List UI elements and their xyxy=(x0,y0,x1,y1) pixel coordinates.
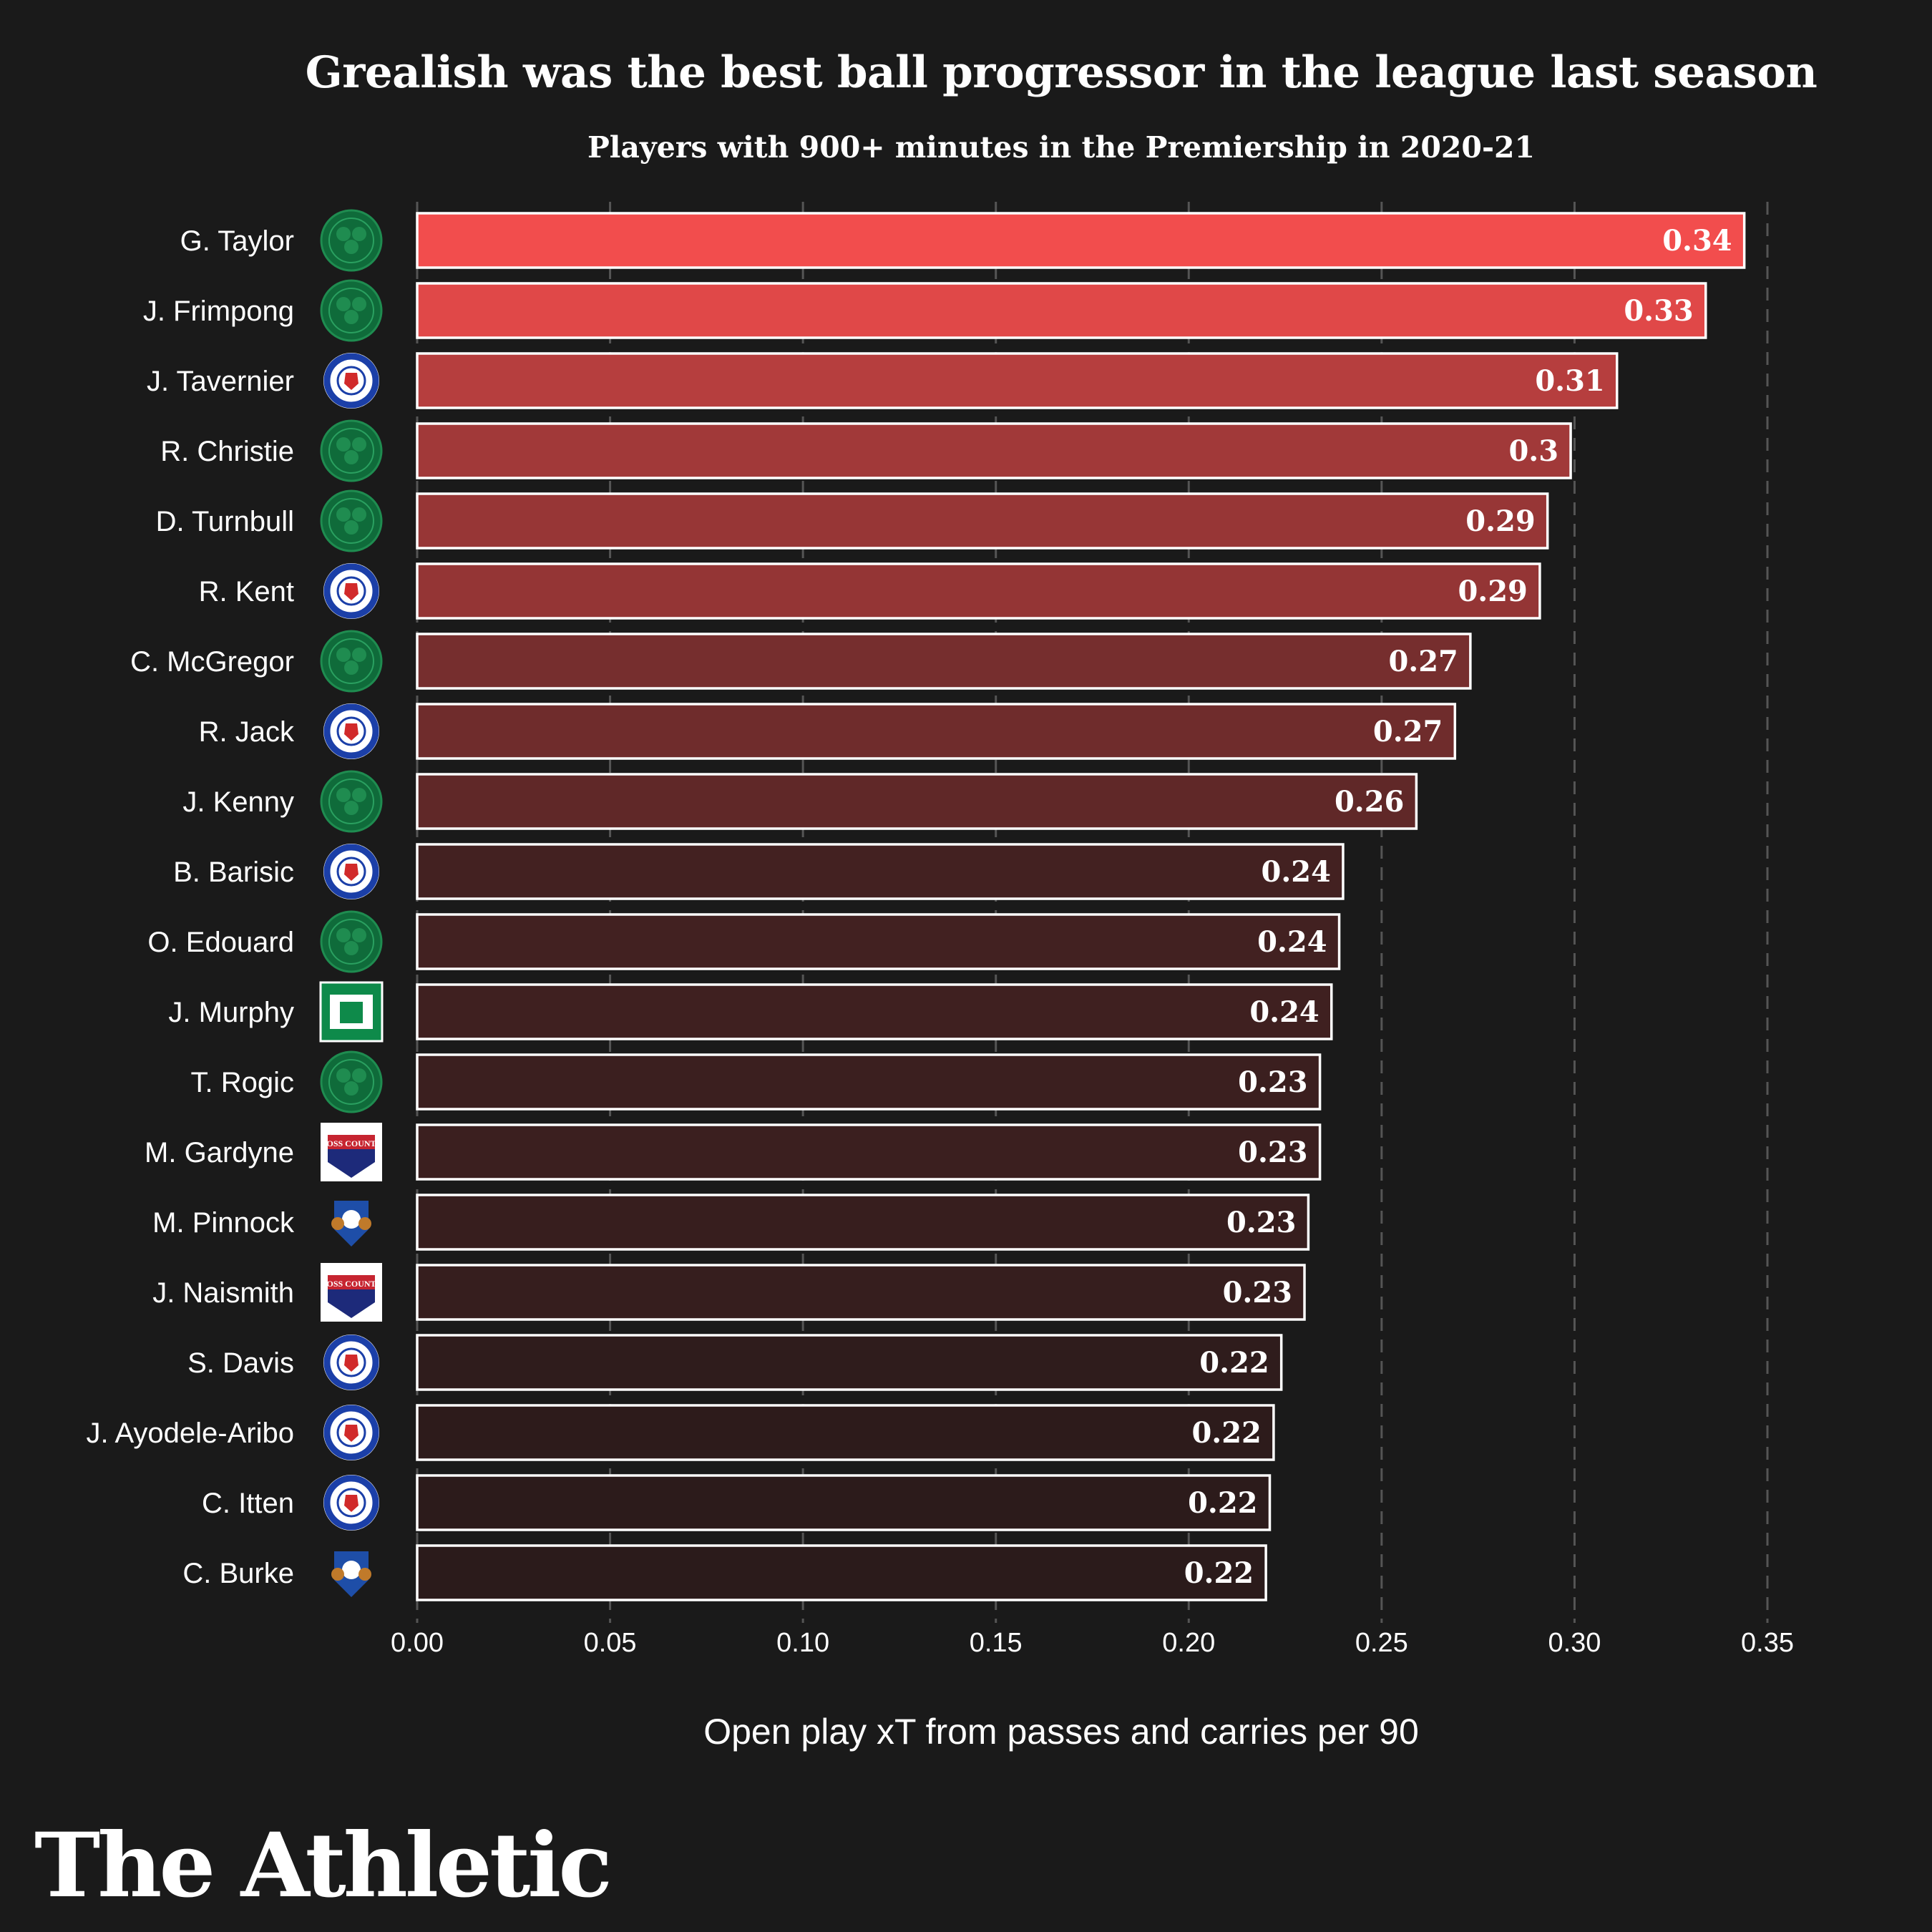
bar-value-label: 0.27 xyxy=(1373,715,1443,748)
bar xyxy=(416,633,1472,690)
chart-title: Grealish was the best ball progressor in… xyxy=(305,47,1818,98)
rangers-crest-icon xyxy=(323,1475,379,1531)
bar xyxy=(416,352,1619,409)
player-name-label: M. Gardyne xyxy=(145,1137,294,1169)
player-name-label: R. Kent xyxy=(199,576,294,608)
player-name-label: J. Tavernier xyxy=(147,366,294,397)
bar xyxy=(416,1404,1275,1461)
bar-value-label: 0.33 xyxy=(1624,294,1693,328)
celtic-crest-icon xyxy=(320,419,383,482)
chart-subtitle: Players with 900+ minutes in the Premier… xyxy=(587,130,1536,165)
bar-value-label: 0.23 xyxy=(1226,1206,1296,1239)
bar-value-label: 0.22 xyxy=(1188,1486,1257,1520)
celtic-crest-icon xyxy=(320,1050,383,1113)
x-tick-label: 0.05 xyxy=(584,1628,637,1658)
rangers-crest-icon xyxy=(323,844,379,899)
svg-text:ROSS COUNTY: ROSS COUNTY xyxy=(321,1138,383,1148)
kilmarnock-crest-icon xyxy=(331,1201,371,1246)
bar xyxy=(416,703,1457,760)
x-tick-label: 0.00 xyxy=(391,1628,444,1658)
rangers-crest-icon xyxy=(323,1335,379,1390)
bar-value-label: 0.23 xyxy=(1238,1065,1307,1099)
player-name-label: C. Burke xyxy=(182,1558,294,1589)
rangers-crest-icon xyxy=(323,703,379,759)
bar-value-label: 0.22 xyxy=(1191,1416,1261,1450)
player-name-label: G. Taylor xyxy=(180,225,294,257)
bar-value-label: 0.3 xyxy=(1508,434,1558,468)
bar-value-label: 0.22 xyxy=(1199,1346,1269,1380)
player-name-label: S. Davis xyxy=(187,1347,294,1379)
x-tick-label: 0.35 xyxy=(1741,1628,1794,1658)
bar xyxy=(416,773,1418,830)
bar-value-label: 0.24 xyxy=(1257,925,1327,959)
player-name-label: O. Edouard xyxy=(147,927,294,958)
bar-value-label: 0.24 xyxy=(1262,855,1331,889)
bar xyxy=(416,1053,1322,1111)
bar-value-label: 0.31 xyxy=(1535,364,1604,398)
bar xyxy=(416,1544,1267,1601)
player-name-label: C. Itten xyxy=(202,1488,294,1519)
bar xyxy=(416,1474,1272,1531)
player-name-label: J. Murphy xyxy=(168,997,294,1028)
player-name-label: R. Christie xyxy=(160,436,294,467)
x-tick-label: 0.10 xyxy=(776,1628,829,1658)
bar xyxy=(416,983,1333,1040)
hibernian-crest-icon xyxy=(319,981,384,1043)
x-tick-label: 0.20 xyxy=(1162,1628,1215,1658)
celtic-crest-icon xyxy=(320,209,383,272)
bar xyxy=(416,492,1549,550)
celtic-crest-icon xyxy=(320,910,383,973)
player-name-label: J. Naismith xyxy=(152,1277,294,1309)
bar-value-label: 0.34 xyxy=(1662,224,1732,258)
celtic-crest-icon xyxy=(320,279,383,342)
player-name-label: D. Turnbull xyxy=(156,506,294,537)
celtic-crest-icon xyxy=(320,489,383,552)
player-name-label: J. Frimpong xyxy=(143,296,294,327)
x-tick-label: 0.25 xyxy=(1355,1628,1408,1658)
player-name-label: J. Kenny xyxy=(182,786,294,818)
celtic-crest-icon xyxy=(320,630,383,693)
bar-value-label: 0.29 xyxy=(1465,504,1535,538)
player-name-label: T. Rogic xyxy=(191,1067,295,1098)
bar xyxy=(416,1264,1306,1321)
bar-value-label: 0.27 xyxy=(1388,645,1458,678)
bar xyxy=(416,212,1746,269)
bar xyxy=(416,422,1572,479)
rangers-crest-icon xyxy=(323,1405,379,1460)
player-name-label: M. Pinnock xyxy=(152,1207,295,1239)
kilmarnock-crest-icon xyxy=(331,1551,371,1597)
bar xyxy=(416,913,1341,970)
brand-logo: The Athletic xyxy=(34,1814,613,1918)
bar xyxy=(416,562,1541,620)
bar-value-label: 0.24 xyxy=(1249,995,1319,1029)
bar xyxy=(416,1123,1322,1181)
player-name-label: J. Ayodele-Aribo xyxy=(86,1418,294,1449)
x-tick-label: 0.15 xyxy=(970,1628,1023,1658)
bar-value-label: 0.29 xyxy=(1458,575,1527,608)
player-name-label: B. Barisic xyxy=(173,857,294,888)
x-tick-label: 0.30 xyxy=(1548,1628,1601,1658)
player-name-label: C. McGregor xyxy=(130,646,294,678)
rangers-crest-icon xyxy=(323,563,379,619)
ross-county-crest-icon: ROSS COUNTY xyxy=(321,1263,383,1322)
bar-value-label: 0.22 xyxy=(1184,1556,1254,1590)
bar xyxy=(416,1334,1283,1391)
bar xyxy=(416,843,1345,900)
x-axis-label: Open play xT from passes and carries per… xyxy=(703,1712,1419,1752)
bar-value-label: 0.23 xyxy=(1223,1276,1292,1309)
bar-value-label: 0.23 xyxy=(1238,1136,1307,1169)
bar xyxy=(416,1194,1310,1251)
player-name-label: R. Jack xyxy=(199,716,295,748)
svg-text:ROSS COUNTY: ROSS COUNTY xyxy=(321,1279,383,1289)
rangers-crest-icon xyxy=(323,353,379,409)
bar-value-label: 0.26 xyxy=(1335,785,1404,819)
celtic-crest-icon xyxy=(320,770,383,833)
ross-county-crest-icon: ROSS COUNTY xyxy=(321,1123,383,1181)
bar xyxy=(416,282,1707,339)
